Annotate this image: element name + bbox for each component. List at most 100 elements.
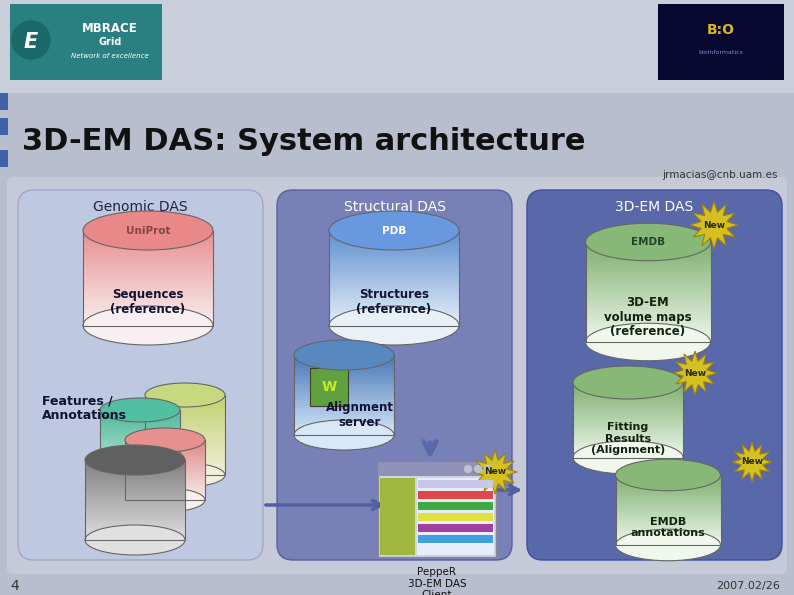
FancyBboxPatch shape xyxy=(85,478,185,482)
FancyBboxPatch shape xyxy=(85,484,185,487)
FancyBboxPatch shape xyxy=(125,472,205,474)
FancyBboxPatch shape xyxy=(125,474,205,477)
FancyBboxPatch shape xyxy=(294,379,394,382)
FancyBboxPatch shape xyxy=(329,253,459,256)
FancyBboxPatch shape xyxy=(85,500,185,503)
Text: B:O: B:O xyxy=(707,23,735,37)
FancyBboxPatch shape xyxy=(85,460,185,463)
FancyBboxPatch shape xyxy=(83,253,213,256)
FancyBboxPatch shape xyxy=(329,262,459,266)
FancyBboxPatch shape xyxy=(100,482,180,485)
FancyBboxPatch shape xyxy=(573,445,683,448)
FancyBboxPatch shape xyxy=(294,392,394,396)
FancyBboxPatch shape xyxy=(418,513,493,521)
FancyBboxPatch shape xyxy=(125,498,205,500)
FancyBboxPatch shape xyxy=(585,299,711,302)
Text: Structures
(reference): Structures (reference) xyxy=(357,288,432,316)
FancyBboxPatch shape xyxy=(100,437,180,440)
FancyBboxPatch shape xyxy=(294,381,394,385)
Text: PeppeR
3D-EM DAS
Client: PeppeR 3D-EM DAS Client xyxy=(407,567,466,595)
FancyBboxPatch shape xyxy=(294,411,394,414)
FancyBboxPatch shape xyxy=(573,420,683,423)
FancyBboxPatch shape xyxy=(573,405,683,408)
FancyBboxPatch shape xyxy=(145,438,225,441)
FancyBboxPatch shape xyxy=(329,259,459,262)
Text: jrmacias@cnb.uam.es: jrmacias@cnb.uam.es xyxy=(662,170,778,180)
FancyBboxPatch shape xyxy=(294,406,394,409)
FancyBboxPatch shape xyxy=(615,512,720,515)
FancyBboxPatch shape xyxy=(125,446,205,449)
FancyBboxPatch shape xyxy=(585,292,711,296)
FancyBboxPatch shape xyxy=(100,461,180,464)
FancyBboxPatch shape xyxy=(125,454,205,456)
Text: New: New xyxy=(484,468,506,477)
FancyBboxPatch shape xyxy=(145,459,225,462)
FancyBboxPatch shape xyxy=(615,475,720,478)
Ellipse shape xyxy=(125,428,205,452)
FancyBboxPatch shape xyxy=(329,265,459,269)
Text: Network of excellence: Network of excellence xyxy=(71,53,149,59)
FancyBboxPatch shape xyxy=(125,450,205,453)
FancyBboxPatch shape xyxy=(294,430,394,433)
Text: Grid: Grid xyxy=(98,37,121,47)
FancyBboxPatch shape xyxy=(145,472,225,475)
FancyBboxPatch shape xyxy=(418,491,493,499)
FancyBboxPatch shape xyxy=(615,499,720,501)
FancyBboxPatch shape xyxy=(100,413,180,416)
FancyBboxPatch shape xyxy=(145,422,225,425)
Text: Fitting
Results
(Alignment): Fitting Results (Alignment) xyxy=(591,422,665,455)
FancyBboxPatch shape xyxy=(585,272,711,276)
FancyBboxPatch shape xyxy=(100,453,180,456)
FancyBboxPatch shape xyxy=(329,246,459,250)
FancyBboxPatch shape xyxy=(615,531,720,534)
FancyBboxPatch shape xyxy=(585,289,711,293)
FancyBboxPatch shape xyxy=(294,376,394,380)
Ellipse shape xyxy=(615,529,720,560)
FancyBboxPatch shape xyxy=(100,439,180,443)
Text: 4: 4 xyxy=(10,579,19,593)
FancyBboxPatch shape xyxy=(329,319,459,323)
FancyBboxPatch shape xyxy=(83,309,213,314)
FancyBboxPatch shape xyxy=(100,480,180,483)
FancyBboxPatch shape xyxy=(418,535,493,543)
FancyBboxPatch shape xyxy=(573,395,683,398)
FancyBboxPatch shape xyxy=(585,275,711,279)
Text: PDB: PDB xyxy=(382,226,406,236)
FancyBboxPatch shape xyxy=(0,150,8,167)
FancyBboxPatch shape xyxy=(83,284,213,288)
FancyBboxPatch shape xyxy=(615,510,720,513)
Ellipse shape xyxy=(83,306,213,345)
FancyBboxPatch shape xyxy=(125,492,205,494)
FancyBboxPatch shape xyxy=(277,190,512,560)
FancyBboxPatch shape xyxy=(294,395,394,398)
FancyBboxPatch shape xyxy=(294,416,394,419)
FancyBboxPatch shape xyxy=(83,265,213,269)
FancyBboxPatch shape xyxy=(615,508,720,511)
FancyBboxPatch shape xyxy=(615,500,720,503)
FancyBboxPatch shape xyxy=(329,268,459,272)
FancyBboxPatch shape xyxy=(100,487,180,490)
FancyBboxPatch shape xyxy=(125,464,205,466)
FancyBboxPatch shape xyxy=(615,529,720,531)
Text: 3D-EM DAS: System architecture: 3D-EM DAS: System architecture xyxy=(22,127,585,156)
Text: MBRACE: MBRACE xyxy=(82,21,138,35)
Circle shape xyxy=(475,465,481,472)
FancyBboxPatch shape xyxy=(83,322,213,326)
FancyBboxPatch shape xyxy=(294,366,394,369)
FancyBboxPatch shape xyxy=(573,415,683,418)
FancyBboxPatch shape xyxy=(329,243,459,247)
FancyBboxPatch shape xyxy=(615,536,720,538)
FancyBboxPatch shape xyxy=(125,466,205,468)
Text: New: New xyxy=(741,458,763,466)
FancyBboxPatch shape xyxy=(585,255,711,259)
FancyBboxPatch shape xyxy=(294,384,394,387)
FancyBboxPatch shape xyxy=(573,383,683,386)
FancyBboxPatch shape xyxy=(310,368,348,406)
FancyBboxPatch shape xyxy=(329,294,459,298)
FancyBboxPatch shape xyxy=(329,297,459,300)
FancyBboxPatch shape xyxy=(125,490,205,493)
FancyBboxPatch shape xyxy=(573,408,683,411)
Text: Sequences
(reference): Sequences (reference) xyxy=(110,288,186,316)
FancyBboxPatch shape xyxy=(329,275,459,278)
FancyBboxPatch shape xyxy=(100,410,180,413)
